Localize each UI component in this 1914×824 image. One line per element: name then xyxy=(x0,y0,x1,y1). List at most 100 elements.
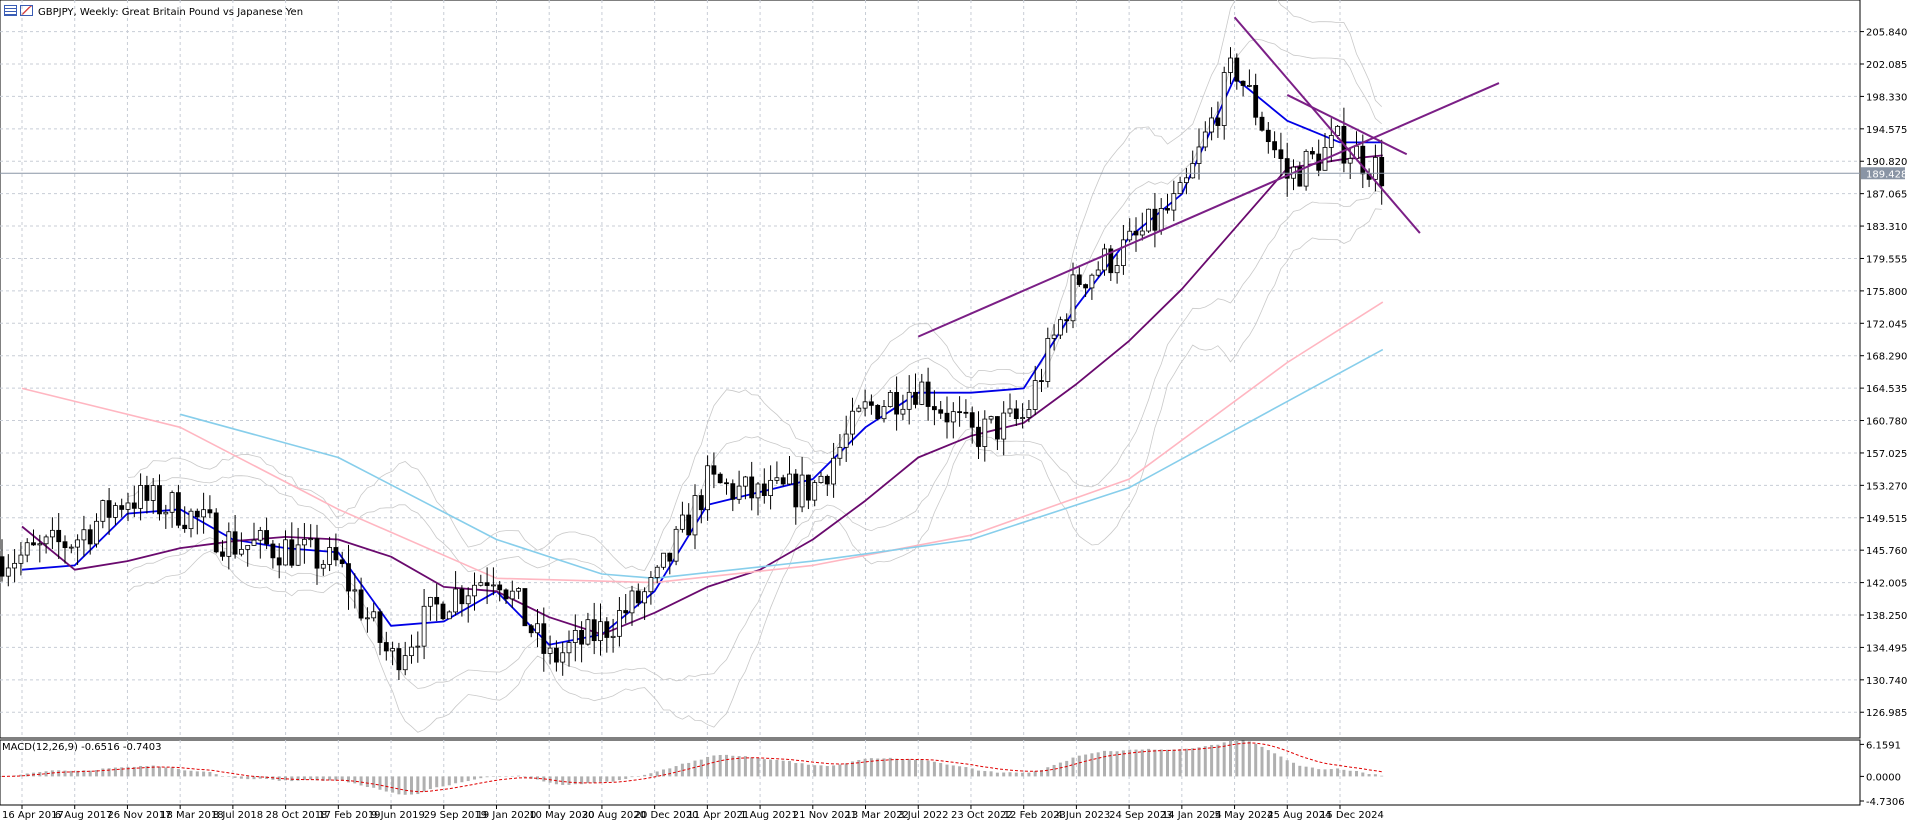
macd-bar xyxy=(731,755,735,777)
candle-body xyxy=(232,531,238,555)
chart-grid-icon[interactable] xyxy=(4,5,17,16)
macd-bar xyxy=(1172,749,1176,777)
candle-body xyxy=(1013,408,1019,420)
candle-body xyxy=(1335,125,1340,136)
macd-bar xyxy=(422,776,426,792)
macd-bar xyxy=(69,770,73,777)
macd-bar xyxy=(1285,760,1289,777)
macd-bar xyxy=(1273,753,1277,777)
macd-bar xyxy=(838,764,842,777)
macd-bar xyxy=(1140,749,1144,777)
macd-bar xyxy=(832,765,836,777)
x-tick-label: 26 Nov 2017 xyxy=(107,810,171,821)
candle-body xyxy=(182,524,188,530)
macd-bar xyxy=(1046,767,1050,777)
candle-body xyxy=(1032,380,1038,410)
macd-bar xyxy=(1027,772,1031,777)
macd-bar xyxy=(611,776,615,782)
x-tick-label: 24 Sep 2023 xyxy=(1109,810,1172,821)
candle-body xyxy=(875,404,881,420)
candle-body xyxy=(396,648,402,671)
macd-bar xyxy=(781,760,785,777)
candle-body xyxy=(1360,145,1366,175)
macd-bar xyxy=(183,770,187,777)
macd-bar xyxy=(353,776,357,784)
macd-bar xyxy=(1348,770,1352,777)
candle-body xyxy=(680,514,685,530)
candle-body xyxy=(787,473,792,485)
candle-body xyxy=(1127,230,1133,241)
y-tick-label: 138.250 xyxy=(1866,611,1907,622)
trendline-lower-ascending[interactable] xyxy=(917,82,1500,338)
candle-body xyxy=(730,483,736,500)
candle-body xyxy=(1190,163,1196,179)
candle-body xyxy=(1373,157,1378,180)
candle-body xyxy=(1171,193,1177,211)
macd-bar xyxy=(1096,752,1100,777)
trendline-top-trendline[interactable] xyxy=(1286,94,1408,156)
macd-bar xyxy=(517,775,521,777)
candle-body xyxy=(969,412,975,428)
y-tick-label: 187.065 xyxy=(1866,190,1907,201)
main-panel-border xyxy=(0,0,1861,739)
macd-bar xyxy=(365,776,369,787)
macd-bar xyxy=(825,766,829,777)
candle-body xyxy=(220,551,225,557)
candle-body xyxy=(490,584,496,587)
candle-body xyxy=(1070,274,1076,322)
candle-body xyxy=(459,588,465,605)
macd-bar xyxy=(82,770,86,777)
macd-bar xyxy=(1052,764,1056,777)
macd-bar xyxy=(725,754,728,777)
macd-bar xyxy=(479,776,483,779)
candle-body xyxy=(579,630,584,645)
candle-body xyxy=(377,611,383,643)
macd-bar xyxy=(113,767,117,777)
candle-body xyxy=(144,485,150,501)
candle-body xyxy=(932,406,937,411)
candle-body xyxy=(629,590,635,614)
macd-y-tick-label: 6.1591 xyxy=(1866,740,1901,751)
macd-bar xyxy=(145,766,149,777)
macd-bar xyxy=(592,776,596,783)
candle-body xyxy=(56,529,62,543)
macd-bar xyxy=(1241,740,1245,777)
macd-bar xyxy=(491,776,495,777)
trendline-upper-descending[interactable] xyxy=(1233,16,1421,234)
ma-line-1 xyxy=(21,76,1383,646)
candle-body xyxy=(1007,408,1013,414)
candle-body xyxy=(339,559,345,565)
candle-body xyxy=(541,623,547,654)
candle-body xyxy=(390,648,396,652)
macd-bar xyxy=(1166,749,1169,777)
macd-bar xyxy=(706,756,710,777)
macd-bar xyxy=(901,759,905,777)
x-tick-label: 28 Oct 2018 xyxy=(266,810,328,821)
macd-bar xyxy=(1115,751,1119,777)
macd-bar xyxy=(101,768,105,777)
candle-body xyxy=(856,407,862,412)
candle-body xyxy=(516,588,521,592)
ma-line-2 xyxy=(21,154,1383,636)
x-tick-label: 11 Apr 2021 xyxy=(687,810,749,821)
y-tick-label: 142.005 xyxy=(1866,579,1907,590)
macd-bar xyxy=(1203,746,1207,777)
macd-bar xyxy=(863,758,867,777)
candle-body xyxy=(383,642,389,652)
macd-bar xyxy=(737,756,741,777)
macd-bar xyxy=(1310,767,1314,777)
macd-bar xyxy=(391,776,395,793)
chart-table-icon[interactable] xyxy=(20,5,33,16)
macd-bar xyxy=(1021,772,1025,777)
macd-bar xyxy=(214,774,218,777)
candle-body xyxy=(812,482,818,501)
candle-body xyxy=(503,589,509,600)
macd-bar xyxy=(1008,772,1012,777)
candle-body xyxy=(352,589,358,592)
macd-bar xyxy=(964,767,968,777)
macd-bar xyxy=(132,766,136,777)
macd-bar xyxy=(321,776,325,781)
candle-body xyxy=(31,542,36,546)
candle-body xyxy=(50,529,55,538)
